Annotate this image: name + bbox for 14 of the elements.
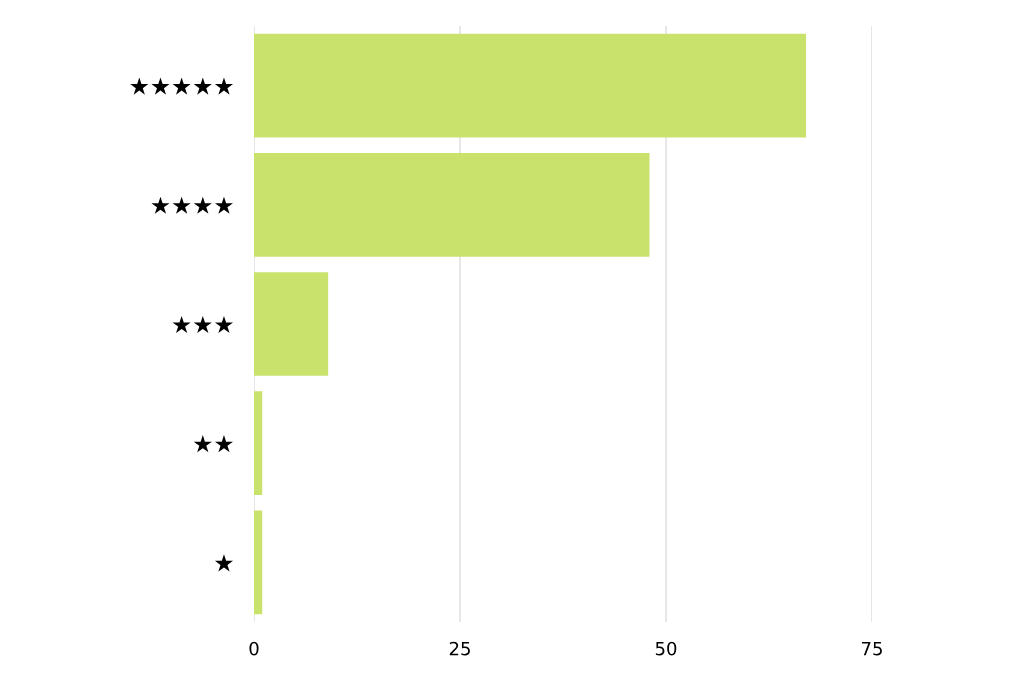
bar — [254, 510, 263, 615]
x-tick-label: 25 — [449, 641, 470, 656]
bar — [254, 33, 807, 138]
y-tick-label: ★★★★★ — [130, 77, 234, 95]
bar — [254, 152, 650, 257]
y-tick-label: ★★★★ — [151, 196, 234, 214]
y-tick-label: ★★★ — [172, 315, 234, 334]
bar — [254, 272, 329, 376]
x-tick-label: 75 — [861, 642, 882, 656]
bar — [254, 391, 263, 496]
x-tick-label: 50 — [655, 641, 677, 656]
x-tick-label: 0 — [249, 641, 259, 656]
y-tick-label: ★ — [214, 554, 234, 572]
y-tick-label: ★★ — [193, 435, 234, 453]
